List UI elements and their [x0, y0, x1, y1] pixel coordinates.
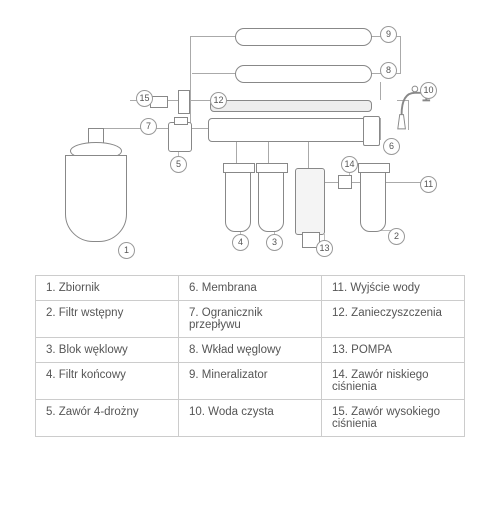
tank [65, 155, 127, 242]
legend-cell: 1. Zbiornik [36, 276, 179, 301]
table-row: 1. Zbiornik 6. Membrana 11. Wyjście wody [36, 276, 465, 301]
legend-cell: 11. Wyjście wody [322, 276, 465, 301]
bubble-2: 2 [388, 228, 405, 245]
bubble-8: 8 [380, 62, 397, 79]
schematic-diagram: 1 2 3 4 5 6 7 8 9 10 11 12 13 14 15 [60, 10, 440, 260]
bubble-11: 11 [420, 176, 437, 193]
membrane-housing [208, 118, 380, 142]
table-row: 2. Filtr wstępny 7. Ogranicznik przepływ… [36, 301, 465, 338]
bubble-12: 12 [210, 92, 227, 109]
bubble-3: 3 [266, 234, 283, 251]
bubble-9: 9 [380, 26, 397, 43]
bubble-6: 6 [383, 138, 400, 155]
legend-cell: 2. Filtr wstępny [36, 301, 179, 338]
flow-restrictor [178, 90, 190, 114]
filter-2 [360, 170, 386, 232]
bubble-14: 14 [341, 156, 358, 173]
bubble-13: 13 [316, 240, 333, 257]
filter-4 [225, 170, 251, 232]
legend-cell: 5. Zawór 4-drożny [36, 400, 179, 437]
pump [295, 168, 325, 235]
legend-cell: 4. Filtr końcowy [36, 363, 179, 400]
bubble-5: 5 [170, 156, 187, 173]
bubble-4: 4 [232, 234, 249, 251]
mineralizer-cartridge [235, 28, 372, 46]
carbon-cartridge [235, 65, 372, 83]
legend-cell: 8. Wkład węglowy [179, 338, 322, 363]
table-row: 4. Filtr końcowy 9. Mineralizator 14. Za… [36, 363, 465, 400]
waste-line [210, 100, 372, 112]
table-row: 5. Zawór 4-drożny 10. Woda czysta 15. Za… [36, 400, 465, 437]
legend-cell: 12. Zanieczyszczenia [322, 301, 465, 338]
bubble-1: 1 [118, 242, 135, 259]
four-way-valve [168, 122, 192, 152]
legend-cell: 7. Ogranicznik przepływu [179, 301, 322, 338]
bubble-7: 7 [140, 118, 157, 135]
bubble-15: 15 [136, 90, 153, 107]
legend-cell: 14. Zawór niskiego ciśnienia [322, 363, 465, 400]
table-row: 3. Blok węklowy 8. Wkład węglowy 13. POM… [36, 338, 465, 363]
legend-cell: 6. Membrana [179, 276, 322, 301]
page: 1 2 3 4 5 6 7 8 9 10 11 12 13 14 15 1. Z… [10, 10, 490, 437]
legend-cell: 9. Mineralizator [179, 363, 322, 400]
legend-cell: 10. Woda czysta [179, 400, 322, 437]
legend-cell: 3. Blok węklowy [36, 338, 179, 363]
low-pressure-valve [338, 175, 352, 189]
legend-cell: 15. Zawór wysokiego ciśnienia [322, 400, 465, 437]
legend-table: 1. Zbiornik 6. Membrana 11. Wyjście wody… [35, 275, 465, 437]
filter-3 [258, 170, 284, 232]
legend-cell: 13. POMPA [322, 338, 465, 363]
bubble-10: 10 [420, 82, 437, 99]
